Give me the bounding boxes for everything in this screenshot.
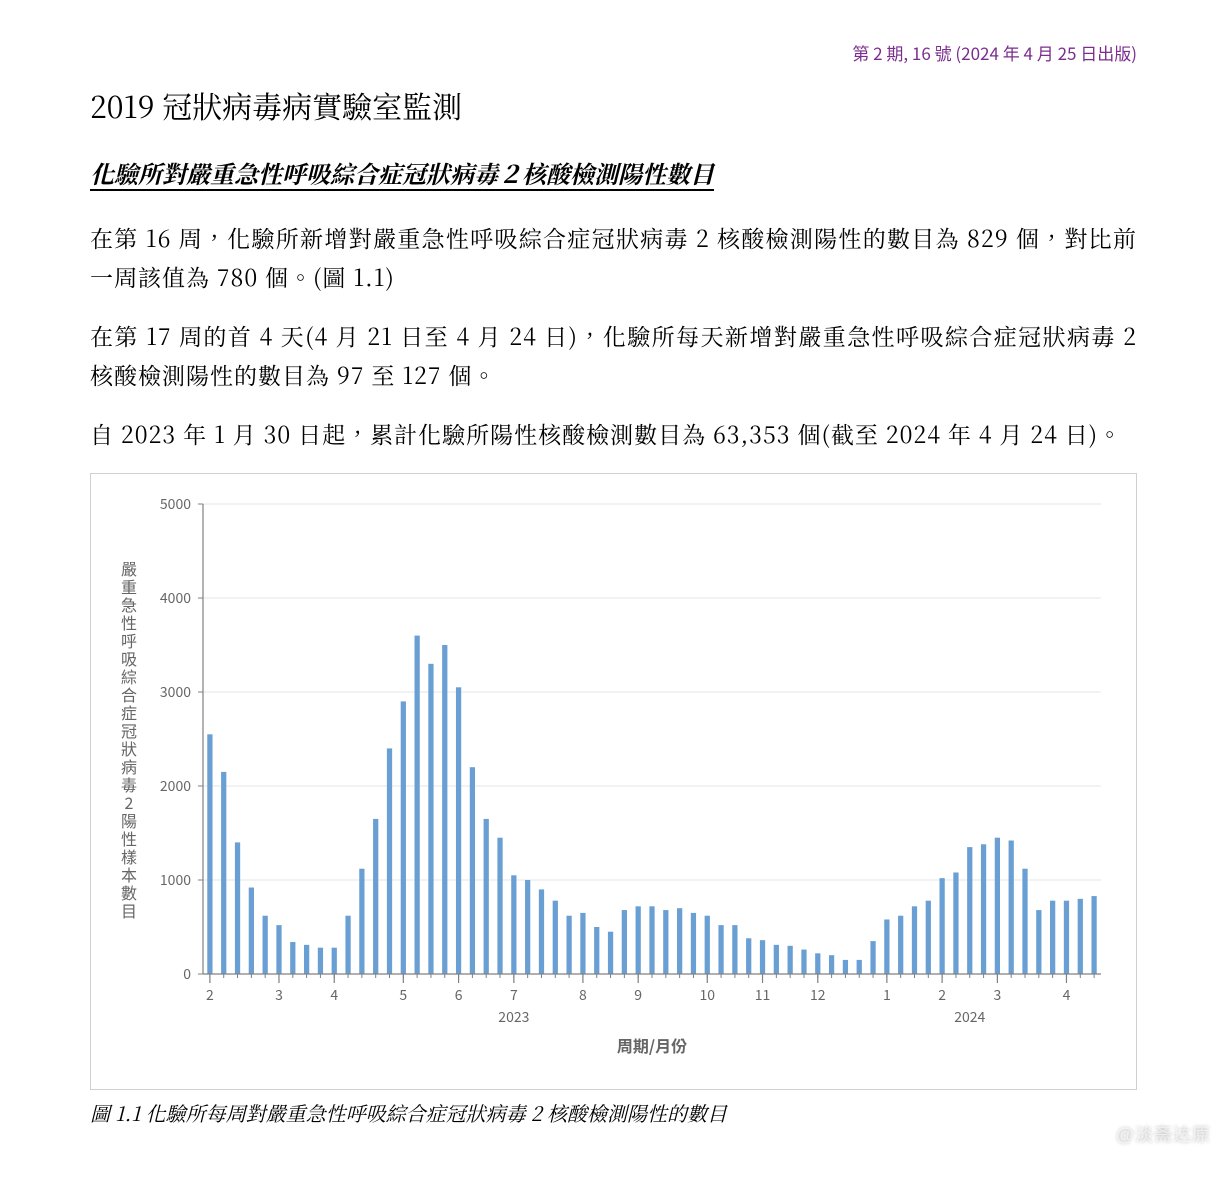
svg-text:目: 目 [121, 898, 137, 922]
svg-text:3: 3 [993, 985, 1001, 1005]
svg-text:5: 5 [399, 985, 407, 1005]
svg-text:1: 1 [883, 985, 891, 1005]
svg-text:7: 7 [510, 985, 518, 1005]
svg-text:4000: 4000 [160, 588, 191, 608]
svg-text:3: 3 [275, 985, 283, 1005]
paragraph-1: 在第 16 周，化驗所新增對嚴重急性呼吸綜合症冠狀病毒 2 核酸檢測陽性的數目為… [90, 218, 1137, 296]
svg-text:2: 2 [206, 985, 214, 1005]
svg-text:2023: 2023 [498, 1007, 529, 1027]
bar-chart: 0100020003000400050002345678910111212342… [91, 474, 1134, 1084]
svg-text:4: 4 [1063, 985, 1071, 1005]
issue-line: 第 2 期, 16 號 (2024 年 4 月 25 日出版) [90, 40, 1137, 65]
paragraph-3: 自 2023 年 1 月 30 日起，累計化驗所陽性核酸檢測數目為 63,353… [90, 414, 1137, 453]
svg-text:2000: 2000 [160, 776, 191, 796]
svg-text:6: 6 [455, 985, 463, 1005]
paragraph-2: 在第 17 周的首 4 天(4 月 21 日至 4 月 24 日)，化驗所每天新… [90, 316, 1137, 394]
svg-text:5000: 5000 [160, 494, 191, 514]
svg-text:1000: 1000 [160, 870, 191, 890]
svg-text:2: 2 [938, 985, 946, 1005]
svg-text:4: 4 [330, 985, 338, 1005]
main-title: 2019 冠狀病毒病實驗室監測 [90, 83, 1137, 127]
section-subtitle: 化驗所對嚴重急性呼吸綜合症冠狀病毒２核酸檢測陽性數目 [90, 155, 1137, 190]
svg-text:8: 8 [579, 985, 587, 1005]
svg-text:9: 9 [634, 985, 642, 1005]
svg-text:12: 12 [810, 985, 826, 1005]
document-page: 第 2 期, 16 號 (2024 年 4 月 25 日出版) 2019 冠狀病… [0, 0, 1227, 1157]
svg-text:周期/月份: 周期/月份 [617, 1033, 687, 1057]
svg-text:2024: 2024 [954, 1007, 985, 1027]
svg-text:3000: 3000 [160, 682, 191, 702]
chart-container: 0100020003000400050002345678910111212342… [90, 473, 1137, 1090]
svg-text:0: 0 [183, 964, 191, 984]
figure-caption: 圖 1.1 化驗所每周對嚴重急性呼吸綜合症冠狀病毒 2 核酸檢測陽性的數目 [90, 1098, 1137, 1127]
svg-text:11: 11 [755, 985, 771, 1005]
svg-text:10: 10 [699, 985, 715, 1005]
